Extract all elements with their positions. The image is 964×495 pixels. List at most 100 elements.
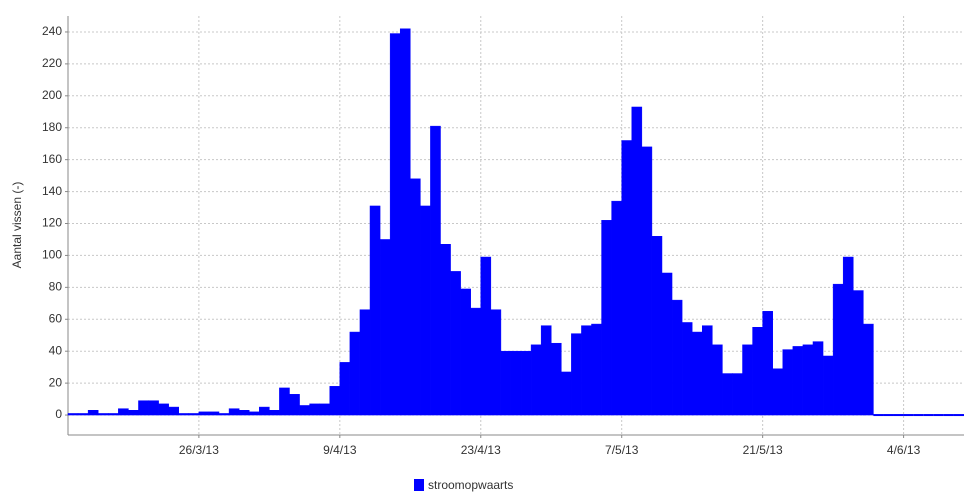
bar [77, 413, 89, 416]
bar [430, 125, 441, 416]
bar [480, 256, 492, 416]
y-tick-label: 20 [49, 375, 63, 389]
bar [591, 323, 602, 416]
bar [238, 410, 250, 416]
x-tick-label: 7/5/13 [605, 443, 639, 457]
bar [681, 322, 693, 416]
bar [87, 410, 99, 416]
bar [369, 205, 381, 416]
bar [661, 272, 673, 416]
x-tick-label: 9/4/13 [323, 443, 357, 457]
bar [309, 403, 320, 416]
bar [349, 331, 361, 416]
y-tick-label: 0 [55, 407, 62, 421]
bar [621, 140, 633, 416]
bar [319, 403, 331, 416]
bar [289, 394, 300, 416]
y-tick-label: 140 [42, 184, 62, 198]
bar [530, 344, 542, 416]
bar [67, 413, 79, 416]
bar [138, 400, 149, 416]
bar [792, 346, 804, 416]
bar [188, 413, 200, 416]
bar [712, 344, 723, 416]
bar [399, 28, 411, 416]
bar [651, 236, 663, 416]
bar [259, 406, 270, 416]
y-tick-label: 120 [42, 216, 62, 230]
bar [641, 146, 653, 416]
bar [762, 311, 773, 416]
y-tick-label: 180 [42, 120, 62, 134]
bar [118, 408, 129, 416]
bar [420, 205, 431, 416]
bar [440, 244, 451, 416]
bar [108, 413, 119, 416]
bar [571, 333, 582, 416]
bar [802, 344, 814, 416]
bar [248, 411, 260, 416]
bar [701, 325, 713, 416]
y-tick-label: 40 [49, 343, 63, 357]
bar [228, 408, 240, 416]
bar [611, 200, 622, 416]
bar [450, 271, 461, 416]
bar [490, 309, 502, 416]
bar [410, 178, 421, 416]
bar [581, 325, 592, 416]
bar [168, 406, 179, 416]
bar [752, 327, 763, 416]
bar [500, 350, 512, 416]
y-tick-label: 100 [42, 248, 62, 262]
bar [460, 288, 471, 416]
bar [853, 290, 864, 416]
bar [148, 400, 159, 416]
bar [631, 106, 643, 416]
y-tick-label: 240 [42, 24, 62, 38]
bar [299, 405, 310, 416]
bar [550, 342, 562, 416]
bar [671, 299, 683, 416]
bar [339, 362, 351, 416]
bar [863, 323, 874, 416]
y-tick-label: 200 [42, 88, 62, 102]
bar [329, 386, 341, 416]
bar [279, 387, 290, 416]
bar [198, 411, 210, 416]
bar [510, 350, 522, 416]
bar [601, 220, 612, 416]
bar [208, 411, 220, 416]
y-tick-label: 80 [49, 280, 63, 294]
bar [269, 410, 280, 416]
bar [178, 413, 190, 416]
bar [97, 413, 109, 416]
y-tick-label: 160 [42, 152, 62, 166]
bar [782, 349, 794, 416]
bar [772, 368, 784, 416]
bar [561, 371, 572, 416]
legend-label: stroomopwaarts [428, 478, 513, 492]
y-tick-label: 60 [49, 311, 63, 325]
legend-swatch [414, 479, 424, 491]
x-tick-label: 26/3/13 [179, 443, 219, 457]
bar [540, 325, 552, 416]
x-tick-label: 21/5/13 [743, 443, 783, 457]
x-tick-label: 4/6/13 [887, 443, 921, 457]
bar [379, 239, 391, 416]
bar [742, 344, 753, 416]
bar [722, 373, 733, 416]
bar [832, 283, 844, 416]
bar [732, 373, 743, 416]
y-tick-label: 220 [42, 56, 62, 70]
bar [812, 341, 824, 416]
bar [218, 413, 230, 416]
bar [520, 350, 532, 416]
bar [470, 307, 482, 416]
bar [389, 33, 401, 416]
x-tick-label: 23/4/13 [461, 443, 501, 457]
bar [842, 256, 854, 416]
bar [128, 410, 139, 416]
bar [691, 331, 703, 416]
y-axis-label: Aantal vissen (-) [10, 182, 24, 269]
